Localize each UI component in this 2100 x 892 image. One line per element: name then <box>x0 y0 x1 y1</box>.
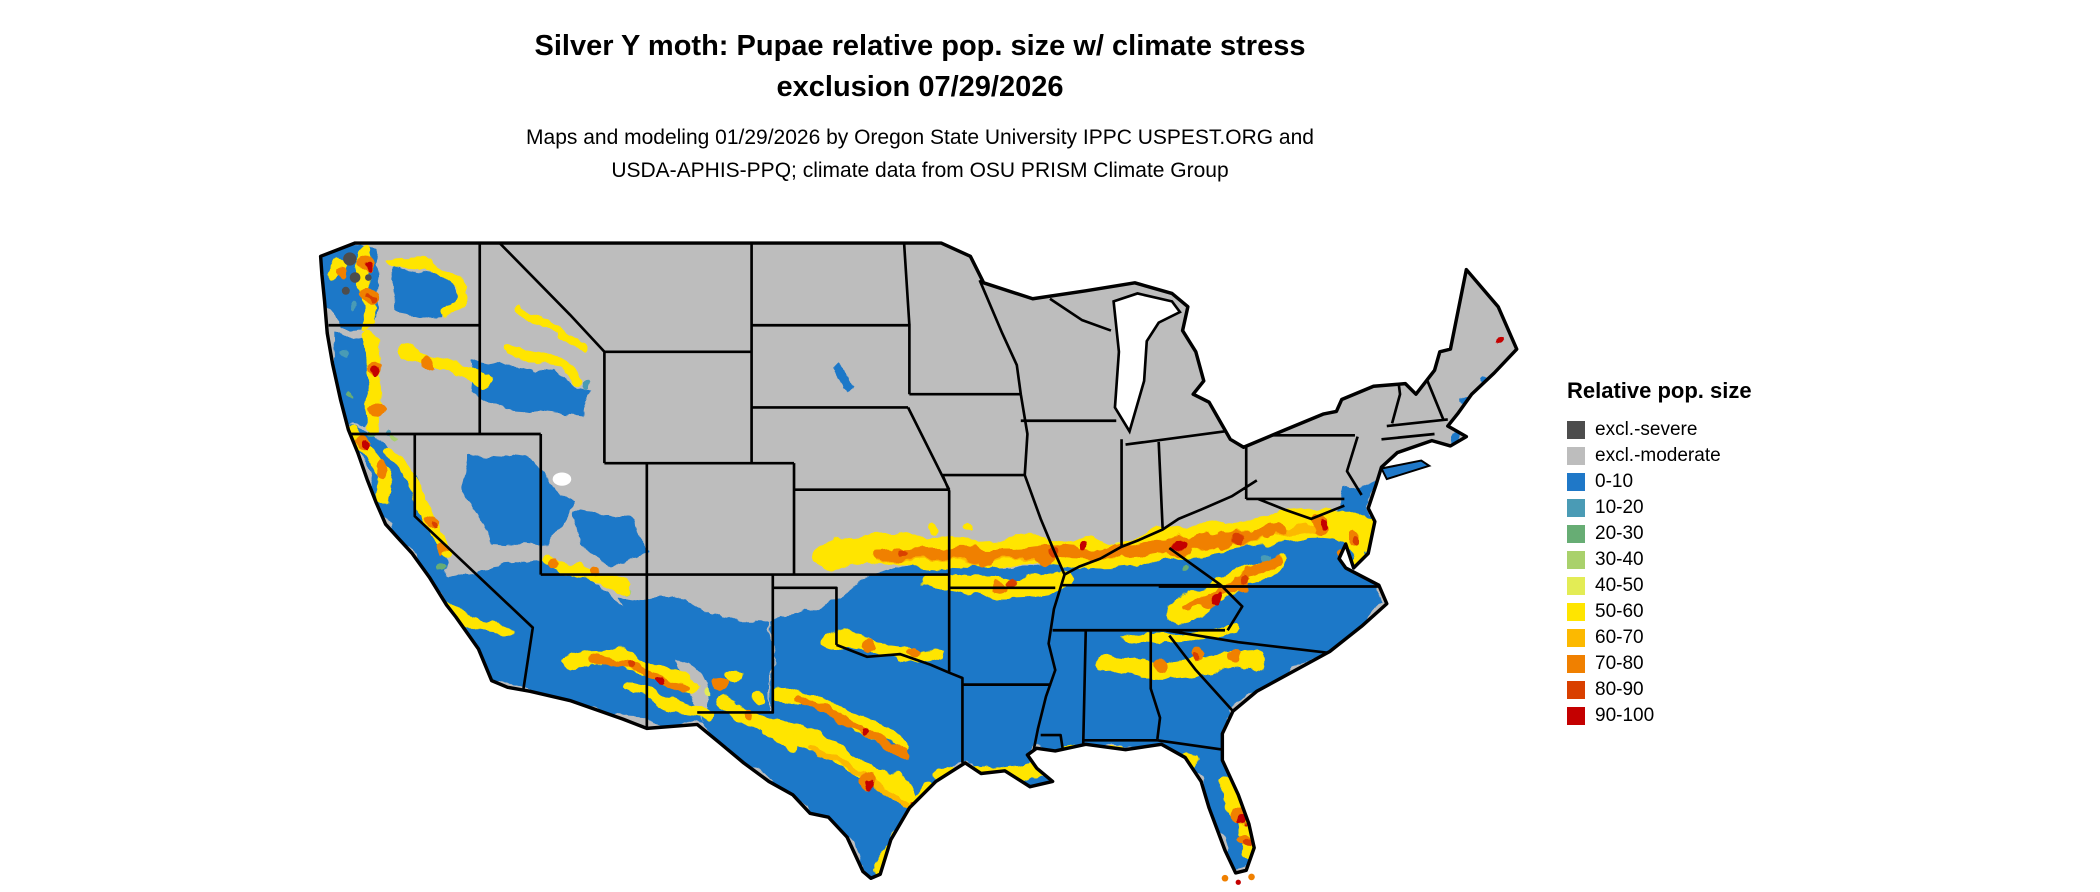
map-title-line2: exclusion 07/29/2026 <box>776 71 1064 103</box>
raster-layers <box>320 243 1517 879</box>
map-title: Silver Y moth: Pupae relative pop. size … <box>0 26 1840 108</box>
legend-label: 80-90 <box>1595 679 1644 700</box>
legend-swatch <box>1567 499 1585 517</box>
legend-item: 90-100 <box>1567 703 1752 729</box>
map-subtitle-line1: Maps and modeling 01/29/2026 by Oregon S… <box>526 126 1314 149</box>
legend: Relative pop. size excl.-severe excl.-mo… <box>1567 378 1752 729</box>
legend-label: 0-10 <box>1595 471 1634 492</box>
legend-swatch <box>1567 525 1585 543</box>
legend-label: 90-100 <box>1595 705 1655 726</box>
great-salt-lake <box>552 472 572 486</box>
header: Silver Y moth: Pupae relative pop. size … <box>0 26 1840 187</box>
legend-swatch <box>1567 421 1585 439</box>
legend-swatch <box>1567 551 1585 569</box>
us-map-svg <box>318 241 1519 885</box>
legend-item: 60-70 <box>1567 625 1752 651</box>
legend-item: 80-90 <box>1567 677 1752 703</box>
legend-swatch <box>1567 603 1585 621</box>
layer-excl-severe <box>341 252 372 295</box>
legend-item: 0-10 <box>1567 469 1752 495</box>
legend-swatch <box>1567 655 1585 673</box>
legend-item: 30-40 <box>1567 547 1752 573</box>
legend-label: 10-20 <box>1595 497 1644 518</box>
legend-label: 20-30 <box>1595 523 1644 544</box>
us-map <box>310 224 1530 888</box>
legend-items: excl.-severe excl.-moderate 0-10 10-20 2… <box>1567 417 1752 729</box>
legend-item: excl.-moderate <box>1567 443 1752 469</box>
legend-item: 40-50 <box>1567 573 1752 599</box>
legend-label: 40-50 <box>1595 575 1644 596</box>
legend-swatch <box>1567 681 1585 699</box>
florida-keys <box>1221 873 1255 885</box>
legend-swatch <box>1567 629 1585 647</box>
map-subtitle: Maps and modeling 01/29/2026 by Oregon S… <box>0 121 1840 187</box>
legend-item: 70-80 <box>1567 651 1752 677</box>
legend-item: excl.-severe <box>1567 417 1752 443</box>
legend-label: 50-60 <box>1595 601 1644 622</box>
map-title-line1: Silver Y moth: Pupae relative pop. size … <box>534 30 1306 62</box>
legend-label: 70-80 <box>1595 653 1644 674</box>
legend-swatch <box>1567 707 1585 725</box>
legend-item: 50-60 <box>1567 599 1752 625</box>
legend-item: 20-30 <box>1567 521 1752 547</box>
legend-swatch <box>1567 447 1585 465</box>
legend-label: excl.-moderate <box>1595 445 1721 466</box>
us-outline <box>318 241 1519 880</box>
legend-item: 10-20 <box>1567 495 1752 521</box>
legend-label: 60-70 <box>1595 627 1644 648</box>
legend-swatch <box>1567 577 1585 595</box>
legend-title: Relative pop. size <box>1567 378 1752 403</box>
map-subtitle-line2: USDA-APHIS-PPQ; climate data from OSU PR… <box>611 159 1229 182</box>
legend-swatch <box>1567 473 1585 491</box>
legend-label: excl.-severe <box>1595 419 1698 440</box>
legend-label: 30-40 <box>1595 549 1644 570</box>
state-borders <box>325 243 1448 763</box>
long-island <box>1380 459 1432 481</box>
lake-michigan <box>1112 292 1182 435</box>
